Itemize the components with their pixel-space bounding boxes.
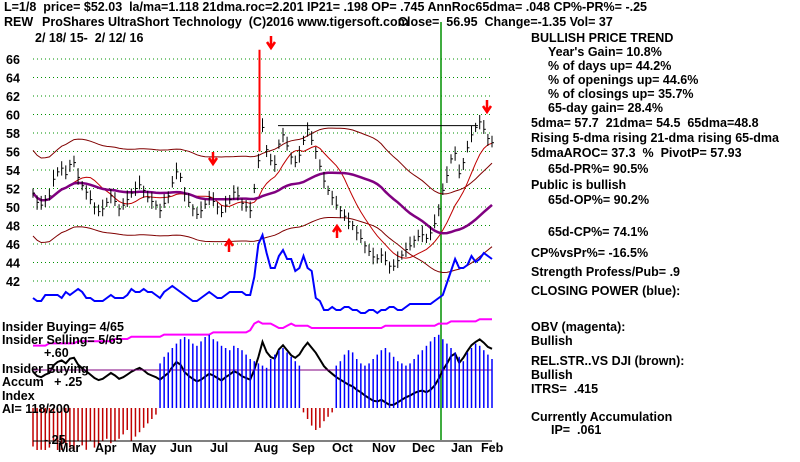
x-tick-label: Dec bbox=[412, 441, 435, 455]
y-tick-label: 46 bbox=[6, 238, 20, 252]
pr-65: 65d-PR%= 90.5% bbox=[548, 162, 649, 176]
date-range: 2/ 18/ 15- 2/ 12/ 16 bbox=[35, 31, 144, 45]
y-tick-label: 64 bbox=[6, 72, 20, 86]
buy-arrow bbox=[223, 237, 235, 252]
x-tick-label: Jun bbox=[170, 441, 192, 455]
closing-power-line bbox=[32, 231, 493, 315]
x-tick-label: Aug bbox=[254, 441, 278, 455]
x-tick-label: Sep bbox=[292, 441, 315, 455]
y-tick-label: 58 bbox=[6, 127, 20, 141]
days-up: % of days up= 44.2% bbox=[548, 59, 672, 73]
y-tick-label: 62 bbox=[6, 90, 20, 104]
relstr-state: Bullish bbox=[531, 368, 573, 382]
insider-buying-label: Insider Buying bbox=[2, 362, 89, 376]
y-tick-label: 48 bbox=[6, 220, 20, 234]
x-tick-label: Feb bbox=[481, 441, 504, 455]
close-change-volume: Close= 56.95 Change=-1.35 Vol= 37 bbox=[398, 15, 613, 29]
public-state: Public is bullish bbox=[531, 178, 627, 192]
sell-arrow bbox=[481, 100, 493, 115]
x-tick-label: Jul bbox=[210, 441, 228, 455]
ai-value: AI= 118/200 bbox=[2, 402, 70, 416]
x-tick-label: Jan bbox=[451, 441, 473, 455]
years-gain: Year's Gain= 10.8% bbox=[548, 45, 662, 59]
closing-power-label: CLOSING POWER (blue): bbox=[531, 284, 681, 298]
y-tick-label: 44 bbox=[6, 257, 20, 271]
relstr-line bbox=[32, 338, 493, 406]
moving-averages: 5dma= 57.7 21dma= 54.5 65dma=48.8 bbox=[531, 116, 759, 130]
y-tick-label: 60 bbox=[6, 109, 20, 123]
x-tick-label: Mar bbox=[58, 441, 80, 455]
sell-arrow bbox=[207, 152, 219, 167]
ip-value: IP= .061 bbox=[551, 423, 602, 437]
header-stats-line: L=1/8 price= $52.03 la/ma=1.118 21dma.ro… bbox=[4, 0, 647, 14]
y-tick-label: 52 bbox=[6, 183, 20, 197]
ma-65-line bbox=[32, 171, 493, 235]
accum-plus60-label: +.60 bbox=[44, 346, 69, 360]
op-65: 65d-OP%= 90.2% bbox=[548, 193, 650, 207]
ma-21-line bbox=[32, 142, 493, 259]
cp-65: 65d-CP%= 74.1% bbox=[548, 225, 649, 239]
accumulation-state: Currently Accumulation bbox=[531, 410, 673, 424]
sell-arrow bbox=[265, 36, 277, 51]
buy-arrow bbox=[331, 223, 343, 238]
index-label: Index bbox=[2, 389, 35, 403]
cp-vs-pr: CP%vsPr%= -16.5% bbox=[531, 246, 649, 260]
y-tick-label: 42 bbox=[6, 275, 20, 289]
y-tick-label: 56 bbox=[6, 146, 20, 160]
relstr-label: REL.STR..VS DJI (brown): bbox=[531, 354, 685, 368]
y-tick-label: 50 bbox=[6, 201, 20, 215]
insider-buying-count: Insider Buying= 4/65 bbox=[2, 320, 124, 334]
accum-label: Accum + .25 bbox=[2, 375, 83, 389]
insider-selling-count: Insider Selling= 5/65 bbox=[2, 333, 123, 347]
itrs-value: ITRS= .415 bbox=[531, 382, 599, 396]
obv-line bbox=[33, 318, 492, 347]
y-tick-label: 54 bbox=[6, 164, 20, 178]
fund-title: ProShares UltraShort Technology (C)2016 … bbox=[42, 15, 409, 29]
x-tick-label: May bbox=[132, 441, 156, 455]
y-tick-label: 66 bbox=[6, 53, 20, 67]
upper-band bbox=[32, 127, 493, 195]
rising-dmas: Rising 5-dma rising 21-dma rising 65-dma bbox=[531, 131, 779, 145]
openings-up: % of openings up= 44.6% bbox=[548, 73, 699, 87]
ticker-symbol: REW bbox=[4, 15, 34, 29]
obv-state: Bullish bbox=[531, 334, 573, 348]
closings-up: % of closings up= 35.7% bbox=[548, 87, 694, 101]
gain-65-day: 65-day gain= 28.4% bbox=[548, 101, 663, 115]
x-tick-label: Oct bbox=[332, 441, 354, 455]
aroc-pivot: 5dmaAROC= 37.3 % PivotP= 57.93 bbox=[531, 146, 742, 160]
trend-label: BULLISH PRICE TREND bbox=[531, 31, 674, 45]
x-tick-label: Nov bbox=[372, 441, 396, 455]
obv-label: OBV (magenta): bbox=[531, 320, 626, 334]
x-tick-label: Apr bbox=[95, 441, 117, 455]
strength-profess-pub: Strength Profess/Pub= .9 bbox=[531, 265, 680, 279]
accum-minus25-label: -.25 bbox=[44, 433, 66, 447]
